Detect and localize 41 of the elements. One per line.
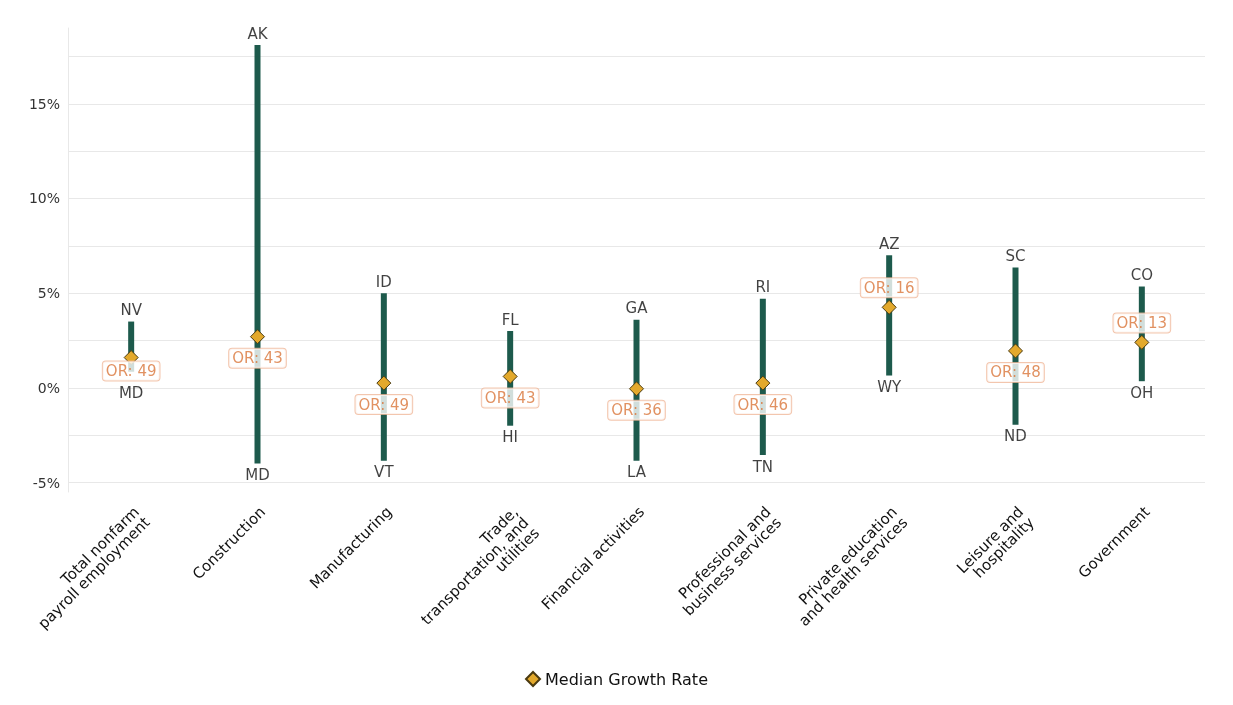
annotation: FL	[501, 310, 520, 329]
annotation: OR: 49	[105, 362, 157, 381]
annotation: OR: 43	[232, 349, 283, 368]
y-tick-label: 10%	[28, 190, 60, 207]
y-tick-label: -5%	[32, 474, 60, 491]
annotation: OR: 36	[611, 401, 662, 420]
annotation: SC	[1005, 247, 1026, 266]
annotation: MD	[118, 384, 144, 403]
annotation: OR: 16	[863, 278, 915, 297]
y-tick-label: 0%	[37, 379, 60, 396]
point	[502, 368, 518, 384]
point	[629, 381, 644, 397]
annotation: GA	[625, 299, 649, 318]
annotation: AK	[247, 24, 269, 43]
annotation: MD	[245, 466, 270, 485]
annotation: OR: 49	[358, 395, 410, 414]
annotation: TN	[751, 457, 774, 476]
annotation: AZ	[878, 234, 900, 253]
annotation: HI	[502, 428, 519, 447]
point	[755, 375, 771, 391]
annotation: NV	[120, 301, 143, 320]
annotation: CO	[1130, 266, 1153, 285]
y-tick-label: 5%	[37, 285, 60, 302]
annotation: ID	[375, 272, 392, 291]
legend-label: Median Growth Rate	[545, 669, 708, 689]
annotation: OR: 48	[990, 363, 1041, 382]
annotation: WY	[877, 378, 902, 397]
annotation: RI	[755, 278, 771, 297]
annotation: ND	[1004, 427, 1027, 446]
y-tick-label: 15%	[28, 95, 60, 112]
point	[250, 329, 265, 345]
annotation: OR: 13	[1116, 313, 1168, 332]
point	[881, 299, 897, 315]
point	[1134, 334, 1150, 350]
point	[376, 375, 392, 391]
annotation: OR: 46	[737, 395, 789, 414]
annotation: LA	[627, 463, 647, 482]
annotation: OR: 43	[484, 388, 536, 407]
annotation: VT	[374, 463, 395, 482]
point	[1008, 343, 1023, 359]
annotation: OH	[1130, 383, 1154, 402]
